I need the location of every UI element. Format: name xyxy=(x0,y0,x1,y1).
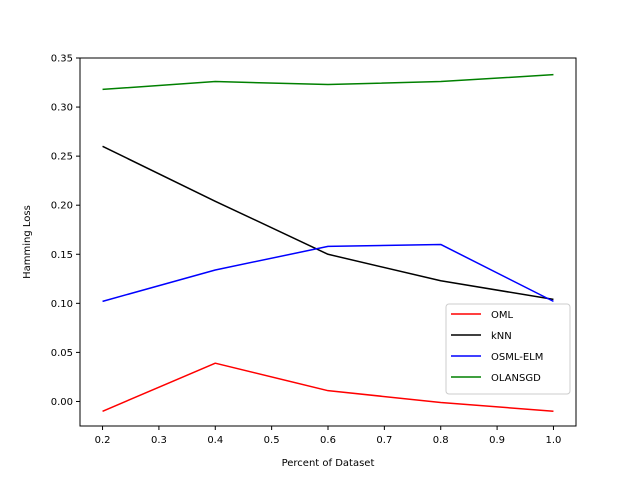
legend-box xyxy=(445,303,571,395)
x-tick-label: 0.6 xyxy=(320,435,336,446)
y-tick-label: 0.35 xyxy=(51,54,73,65)
y-axis-title: Hamming Loss xyxy=(22,205,33,279)
y-tick-label: 0.10 xyxy=(51,299,73,310)
x-tick-label: 0.2 xyxy=(95,435,111,446)
series-line-knn xyxy=(102,145,554,301)
x-axis: 0.2 0.3 0.4 0.5 0.6 0.7 0.8 0.9 1.0 xyxy=(95,426,562,446)
legend-label-knn: kNN xyxy=(491,331,512,342)
y-tick-label: 0.20 xyxy=(51,201,73,212)
series-lines xyxy=(102,73,554,413)
x-tick-label: 0.3 xyxy=(151,435,167,446)
x-tick-label: 0.4 xyxy=(207,435,223,446)
series-line-oml xyxy=(102,362,554,413)
x-tick-label: 0.7 xyxy=(376,435,392,446)
series-line-osml-elm xyxy=(102,243,554,303)
y-tick-label: 0.05 xyxy=(51,348,73,359)
y-tick-label: 0.00 xyxy=(51,397,73,408)
legend: OML kNN OSML-ELM OLANSGD xyxy=(445,303,571,395)
x-tick-label: 0.8 xyxy=(433,435,449,446)
series-line-olansgd xyxy=(102,73,554,91)
x-tick-label: 0.5 xyxy=(264,435,280,446)
x-axis-title: Percent of Dataset xyxy=(282,458,375,469)
y-tick-label: 0.25 xyxy=(51,152,73,163)
x-tick-label: 1.0 xyxy=(546,435,562,446)
x-tick-label: 0.9 xyxy=(489,435,505,446)
legend-label-oml: OML xyxy=(491,310,513,321)
y-axis: 0.00 0.05 0.10 0.15 0.20 0.25 0.30 0.35 xyxy=(51,54,80,408)
y-tick-label: 0.30 xyxy=(51,103,73,114)
y-tick-label: 0.15 xyxy=(51,250,73,261)
legend-label-olansgd: OLANSGD xyxy=(491,373,541,384)
legend-label-osml-elm: OSML-ELM xyxy=(491,352,543,363)
